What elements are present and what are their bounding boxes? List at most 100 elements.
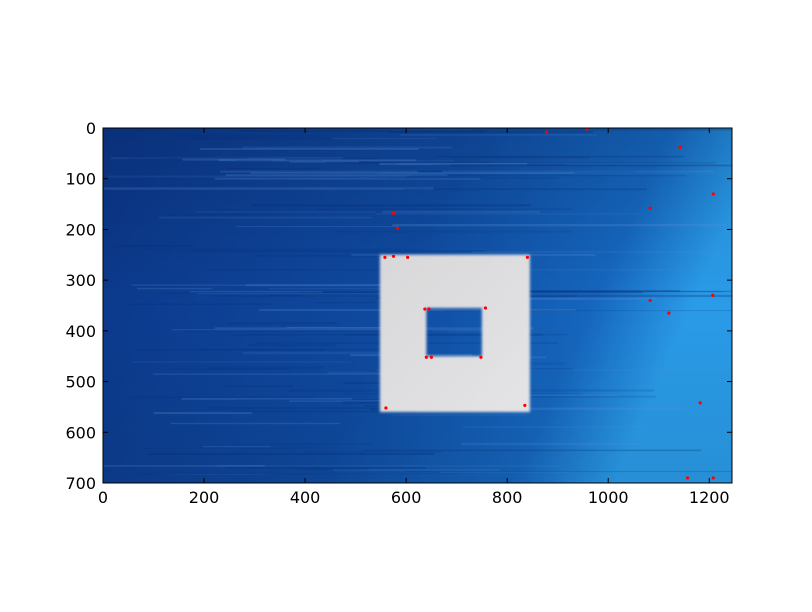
image-streak — [332, 469, 500, 471]
image-streak — [142, 447, 333, 449]
image-streak — [450, 164, 732, 167]
image-streak — [165, 214, 274, 216]
plot-area — [103, 128, 732, 483]
image-streak — [134, 473, 459, 475]
image-streak — [172, 329, 501, 331]
image-streak — [225, 467, 426, 469]
image-streak — [451, 395, 656, 398]
image-streak — [392, 414, 527, 417]
image-streak — [375, 213, 639, 215]
y-tick-label: 200 — [65, 220, 96, 239]
data-point — [667, 311, 671, 315]
plot-frame — [102, 127, 733, 484]
y-tick-label: 100 — [65, 170, 96, 189]
image-streak — [375, 369, 729, 371]
image-streak — [458, 294, 732, 298]
image-streak — [460, 442, 644, 446]
data-point — [424, 355, 428, 359]
image-streak — [399, 133, 597, 136]
image-streak — [214, 327, 534, 330]
image-streak — [297, 468, 369, 471]
data-point — [429, 355, 433, 359]
x-tick-label: 200 — [189, 488, 220, 507]
image-streak — [269, 294, 451, 296]
image-streak — [303, 451, 443, 453]
image-streak — [471, 251, 732, 253]
image-streak — [248, 344, 336, 346]
image-streak — [245, 284, 479, 287]
image-streak — [227, 322, 337, 325]
image-streak — [135, 349, 325, 351]
image-streak — [202, 446, 271, 448]
image-streak — [343, 162, 717, 165]
image-streak — [166, 368, 291, 370]
image-streak — [233, 443, 373, 445]
image-streak — [397, 163, 732, 165]
image-streak — [453, 291, 725, 293]
image-streak — [271, 160, 454, 162]
image-streak — [345, 333, 543, 336]
image-streak — [452, 156, 589, 159]
image-streak — [336, 230, 572, 233]
image-streak — [251, 204, 532, 207]
image-streak — [432, 268, 726, 271]
data-point — [711, 192, 715, 196]
image-streak — [131, 361, 352, 363]
x-tick-label: 600 — [391, 488, 422, 507]
image-streak — [403, 188, 647, 191]
image-streak — [379, 162, 528, 166]
image-streak — [103, 465, 265, 467]
image-streak — [159, 216, 372, 219]
image-streak — [107, 175, 407, 178]
image-streak — [208, 366, 324, 369]
y-tick-label: 0 — [86, 119, 96, 138]
image-streak — [122, 303, 273, 305]
data-point — [427, 307, 431, 311]
image-streak — [377, 173, 711, 175]
image-streak — [250, 171, 575, 174]
image-streak — [289, 160, 360, 163]
image-streak — [442, 170, 715, 173]
data-point — [648, 206, 652, 210]
image-streak — [171, 134, 327, 137]
image-streak — [113, 245, 193, 248]
x-tick-label: 1000 — [588, 488, 629, 507]
data-point — [383, 255, 387, 259]
image-streak — [147, 453, 435, 455]
x-tick-label: 1200 — [689, 488, 730, 507]
image-streak — [388, 130, 593, 133]
image-streak — [412, 297, 656, 300]
data-point — [391, 254, 396, 258]
image-streak — [189, 290, 323, 293]
image-streak — [215, 177, 481, 180]
image-streak — [184, 330, 432, 332]
image-streak — [199, 148, 419, 150]
image-streak — [190, 250, 485, 253]
marker-series — [383, 128, 715, 480]
image-streak — [434, 155, 684, 158]
image-streak — [382, 210, 540, 213]
data-point — [479, 355, 483, 359]
image-streak — [235, 399, 390, 401]
image-streak — [183, 137, 331, 140]
image-streak — [197, 293, 508, 295]
image-streak — [164, 158, 380, 160]
image-streak — [447, 330, 514, 332]
data-point — [406, 255, 410, 259]
image-streak — [332, 137, 437, 140]
image-streak — [268, 288, 414, 290]
image-streak — [325, 161, 491, 164]
data-point — [711, 293, 715, 297]
data-point — [391, 211, 396, 215]
image-streak — [472, 129, 732, 131]
y-tick-label: 400 — [65, 322, 96, 341]
image-streak — [162, 292, 377, 294]
image-streak — [128, 157, 249, 159]
image-streak — [242, 351, 399, 355]
image-streak — [314, 302, 412, 304]
image-streak — [289, 400, 427, 402]
image-streak — [142, 248, 423, 250]
data-point — [685, 476, 690, 480]
image-streak — [236, 226, 399, 228]
